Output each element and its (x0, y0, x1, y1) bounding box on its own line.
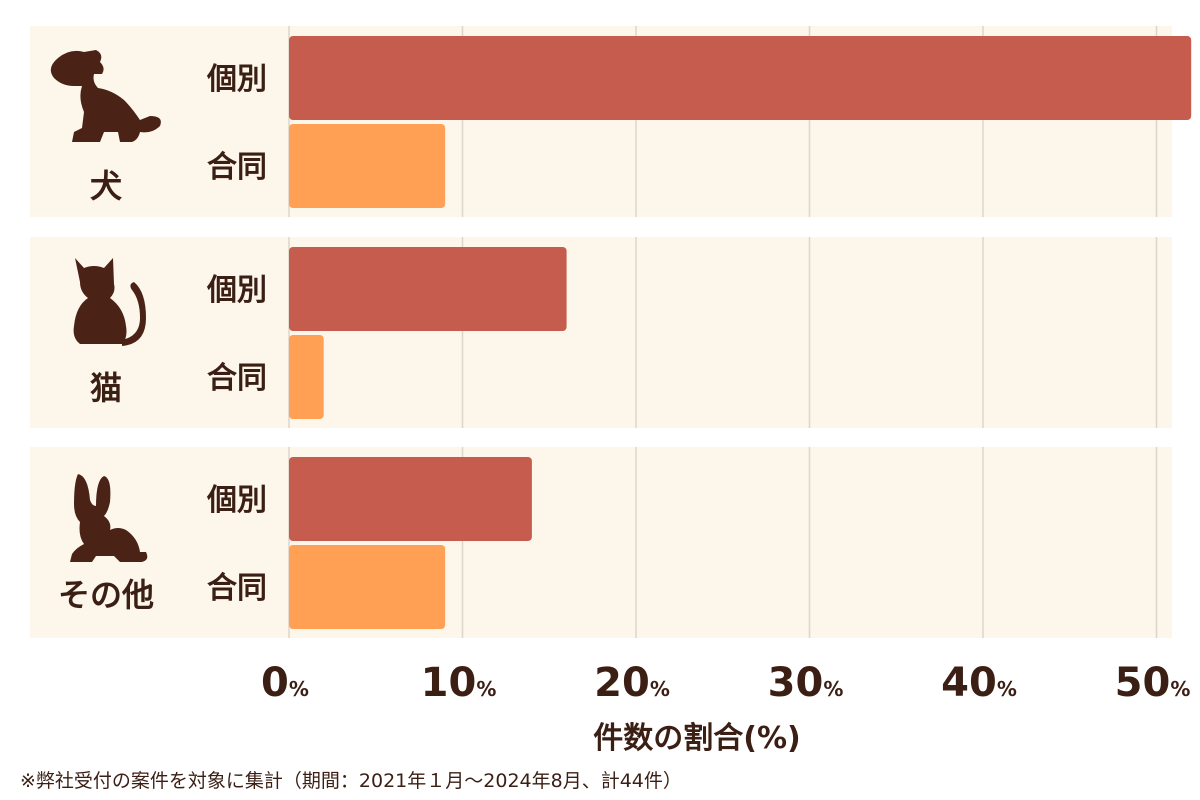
category-icon (73, 258, 146, 346)
group-band (30, 237, 1172, 428)
bar-type-label: 個別 (206, 483, 267, 518)
x-tick-label: 20% (594, 660, 670, 706)
category-label: 犬 (90, 167, 122, 205)
bar-joint (289, 545, 446, 629)
x-tick-label: 0% (261, 660, 309, 706)
x-tick-label: 40% (941, 660, 1017, 706)
rabbit-icon (70, 474, 148, 562)
x-tick-labels: 0% 10% 20% 30% 40% 50% (261, 660, 1190, 706)
bars (289, 36, 1192, 629)
cat-icon (73, 258, 146, 346)
category-icon (70, 474, 148, 562)
bar-individual (289, 247, 567, 331)
category-label: その他 (58, 576, 154, 614)
bar-joint (289, 335, 324, 419)
bar-type-label: 個別 (206, 62, 267, 97)
footnote: ※弊社受付の案件を対象に集計（期間：2021年１月～2024年8月、計44件） (20, 770, 682, 792)
bar-type-label: 合同 (207, 150, 267, 185)
bar-type-label: 合同 (207, 361, 267, 396)
dog-icon (50, 50, 161, 142)
group-band (30, 447, 1172, 638)
bar-individual (289, 36, 1192, 120)
category-icon (50, 50, 161, 142)
bar-joint (289, 124, 446, 208)
bar-type-label: 合同 (207, 571, 267, 606)
x-tick-label: 30% (768, 660, 844, 706)
bar-type-label: 個別 (206, 273, 267, 308)
x-tick-label: 10% (421, 660, 497, 706)
x-tick-label: 50% (1115, 660, 1191, 706)
bar-individual (289, 457, 532, 541)
x-axis-label: 件数の割合(%) (593, 721, 800, 756)
category-label: 猫 (90, 369, 122, 407)
